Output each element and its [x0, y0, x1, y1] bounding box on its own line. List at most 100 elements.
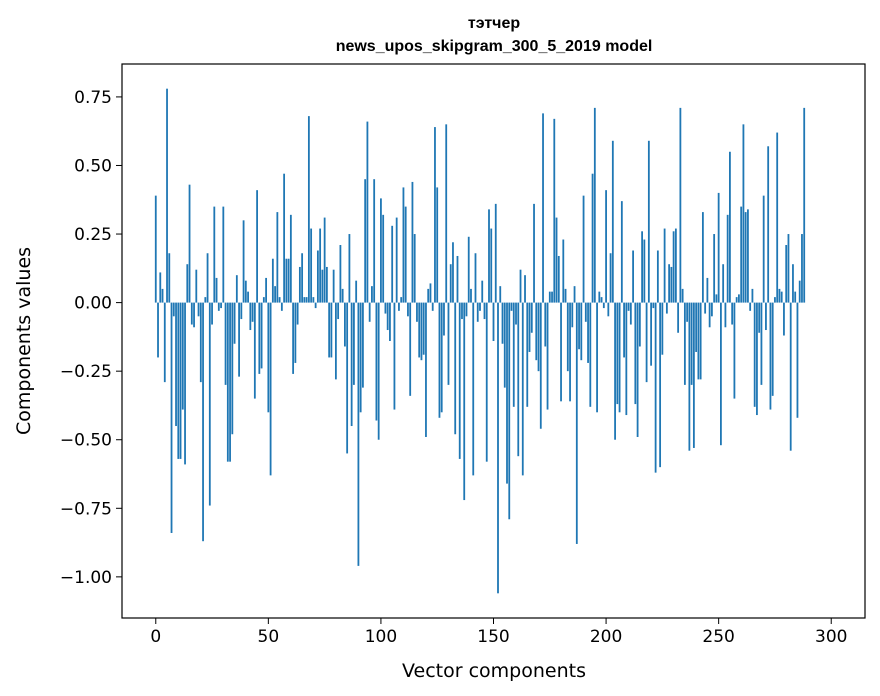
y-tick-label: −0.75: [60, 499, 112, 519]
bar: [337, 302, 340, 320]
bar: [253, 302, 256, 399]
bar: [760, 302, 763, 385]
bar: [706, 277, 709, 303]
bar: [713, 234, 716, 303]
bar: [629, 302, 632, 325]
bar: [539, 302, 542, 429]
bar: [224, 302, 227, 385]
bar: [265, 277, 267, 303]
bar: [404, 206, 407, 303]
y-tick-label: −1.00: [60, 568, 112, 588]
y-tick-label: 0.50: [74, 156, 112, 176]
bar: [348, 234, 351, 303]
chart-title: тэтчер: [468, 15, 520, 32]
bar: [593, 107, 596, 303]
bar: [181, 302, 184, 410]
bar: [747, 209, 749, 303]
bar: [778, 288, 781, 303]
bar: [553, 118, 556, 303]
bar: [454, 302, 457, 435]
bar: [598, 291, 601, 303]
bar: [346, 302, 349, 454]
bar: [699, 302, 702, 380]
bar: [697, 302, 700, 380]
bar: [357, 302, 360, 566]
bar: [217, 302, 220, 311]
bar: [530, 302, 533, 333]
bar: [163, 302, 166, 383]
bar: [521, 302, 524, 476]
bar: [202, 302, 204, 542]
bar: [384, 302, 387, 314]
bar: [620, 201, 623, 303]
bar: [271, 258, 274, 303]
bar: [492, 302, 495, 341]
x-tick-label: 100: [365, 627, 397, 647]
bar: [722, 264, 725, 303]
bar: [555, 217, 558, 303]
bar: [256, 190, 258, 303]
bar: [393, 302, 396, 410]
bar: [801, 234, 803, 303]
bar: [235, 275, 238, 303]
bar: [260, 302, 263, 369]
bar: [434, 127, 436, 303]
bar: [339, 245, 342, 303]
bar: [400, 297, 403, 303]
bar: [323, 217, 326, 303]
bar: [409, 302, 412, 396]
bar: [623, 302, 625, 358]
bar: [474, 253, 477, 303]
bar: [296, 302, 299, 325]
bar: [316, 250, 319, 303]
bar: [287, 258, 290, 303]
bar: [481, 280, 484, 303]
bar: [278, 297, 281, 303]
bar: [443, 302, 445, 336]
bar: [233, 302, 236, 344]
bar: [179, 302, 182, 459]
bar: [526, 302, 529, 407]
bar: [753, 302, 756, 407]
bar: [792, 264, 794, 303]
bar: [364, 179, 367, 303]
bar: [206, 253, 209, 303]
bar: [440, 302, 443, 413]
bar: [154, 195, 157, 303]
bar: [798, 280, 801, 303]
bar: [334, 302, 337, 380]
bar: [289, 214, 292, 303]
bar: [742, 124, 745, 303]
bar: [418, 302, 421, 358]
bar: [186, 264, 189, 303]
bar: [726, 214, 729, 303]
bar: [476, 302, 479, 322]
bar: [276, 212, 279, 303]
bar: [377, 302, 380, 440]
bar: [769, 302, 772, 410]
bar: [494, 203, 497, 303]
bar: [735, 297, 738, 303]
bar: [618, 302, 621, 413]
bar: [193, 302, 195, 328]
bar: [524, 275, 526, 303]
x-tick-label: 50: [258, 627, 280, 647]
bar: [670, 266, 673, 303]
bar: [789, 302, 792, 451]
bar: [663, 228, 666, 303]
bar: [375, 302, 378, 421]
bar: [380, 198, 382, 303]
bar: [359, 302, 362, 413]
bar: [803, 107, 806, 303]
bar: [353, 302, 355, 385]
bar: [251, 302, 254, 322]
bar: [688, 302, 691, 451]
bar: [740, 206, 743, 303]
bar: [249, 302, 252, 331]
bar: [632, 250, 634, 303]
bar: [208, 302, 211, 506]
bar: [701, 212, 704, 303]
bar: [762, 195, 765, 303]
bar: [638, 302, 641, 347]
